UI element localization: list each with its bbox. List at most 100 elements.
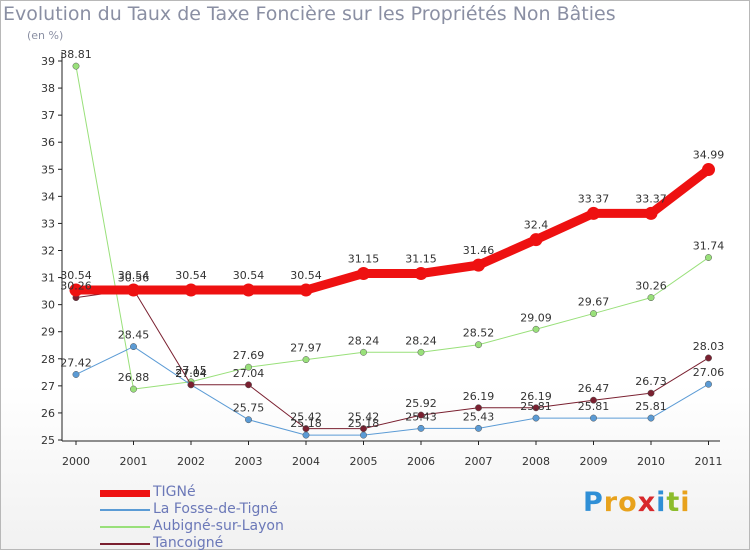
data-point-la-fosse-de-tigne (532, 414, 540, 422)
x-tick-label: 2011 (695, 455, 723, 468)
data-point-tigne (127, 283, 140, 297)
data-label-tancoigne: 26.47 (578, 382, 610, 395)
legend-label-tancoigne: Tancoigné (153, 535, 224, 551)
data-point-tancoigne (590, 396, 597, 404)
data-point-tigne (587, 206, 600, 220)
data-label-tigne: 30.54 (175, 269, 207, 282)
y-tick-label: 32 (41, 245, 55, 258)
data-point-tancoigne (187, 381, 195, 389)
data-point-tancoigne (705, 354, 712, 362)
data-label-tigne: 31.15 (348, 253, 380, 266)
data-label-tancoigne: 30.56 (118, 271, 150, 284)
legend-swatch-la-fosse-de-tigne (100, 509, 150, 511)
data-label-tigne: 30.54 (233, 269, 265, 282)
data-point-aubigne-sur-layon (647, 294, 655, 302)
series-line-tigne (71, 165, 713, 295)
data-label-la-fosse-de-tigne: 25.43 (405, 410, 437, 423)
data-point-aubigne-sur-layon (130, 385, 137, 393)
legend-label-aubigne-sur-layon: Aubigné-sur-Layon (153, 518, 284, 534)
data-label-tigne: 30.54 (290, 269, 322, 282)
x-tick-label: 2000 (62, 455, 90, 468)
logo-letter: x (637, 487, 657, 518)
x-tick-label: 2001 (120, 455, 148, 468)
y-tick-label: 38 (41, 82, 55, 95)
data-label-aubigne-sur-layon: 38.81 (60, 48, 92, 61)
x-tick-label: 2006 (407, 455, 435, 468)
data-label-tancoigne: 28.03 (693, 340, 725, 353)
data-point-la-fosse-de-tigne (417, 424, 425, 432)
data-label-tigne: 30.54 (118, 269, 150, 282)
data-point-la-fosse-de-tigne (72, 371, 80, 378)
data-label-la-fosse-de-tigne: 25.43 (463, 410, 495, 423)
y-tick-label: 27 (41, 380, 55, 393)
data-label-tigne: 34.99 (693, 149, 725, 162)
y-tick-label: 33 (41, 217, 55, 230)
data-point-tigne (242, 283, 255, 297)
x-tick-label: 2004 (292, 455, 320, 468)
data-label-tigne: 32.4 (524, 219, 549, 232)
data-label-aubigne-sur-layon: 28.24 (348, 334, 380, 347)
logo-letter: i (680, 487, 691, 518)
data-point-la-fosse-de-tigne (360, 431, 367, 439)
data-point-la-fosse-de-tigne (475, 424, 482, 432)
data-label-aubigne-sur-layon: 30.26 (635, 280, 667, 293)
data-label-tigne: 33.37 (578, 192, 610, 205)
data-label-tancoigne: 26.73 (635, 375, 667, 388)
data-label-aubigne-sur-layon: 26.88 (118, 371, 150, 384)
data-label-tancoigne: 25.92 (405, 397, 437, 410)
data-label-aubigne-sur-layon: 27.15 (175, 364, 207, 377)
data-label-tancoigne: 27.04 (175, 367, 207, 380)
chart-title: Evolution du Taux de Taxe Foncière sur l… (3, 3, 616, 25)
y-unit-label: (en %) (27, 29, 64, 42)
data-label-la-fosse-de-tigne: 28.45 (118, 329, 150, 342)
data-point-aubigne-sur-layon (302, 356, 310, 364)
data-label-aubigne-sur-layon: 28.24 (405, 334, 437, 347)
y-tick-label: 37 (41, 109, 55, 122)
legend-swatch-tancoigne (100, 543, 150, 545)
proxiti-logo: Proxiti (583, 487, 691, 518)
data-point-la-fosse-de-tigne (130, 343, 137, 351)
data-point-tigne (472, 258, 485, 272)
data-label-aubigne-sur-layon: 29.09 (520, 311, 552, 324)
data-point-aubigne-sur-layon (532, 325, 540, 333)
data-label-aubigne-sur-layon: 29.67 (578, 296, 610, 309)
line-chart: 25 26 27 28 29 30 31 32 33 34 35 36 37 38 39 2000 2001 20… (41, 48, 725, 468)
data-label-la-fosse-de-tigne: 25.75 (233, 402, 265, 415)
data-point-tigne (702, 163, 715, 177)
y-tick-label: 36 (41, 136, 55, 149)
legend-swatch-aubigne-sur-layon (100, 526, 150, 528)
data-point-aubigne-sur-layon (417, 348, 425, 356)
logo-letter: o (618, 487, 638, 518)
data-point-aubigne-sur-layon (245, 363, 252, 371)
data-point-tigne (644, 206, 658, 220)
data-point-aubigne-sur-layon (475, 341, 482, 349)
y-tick-label: 31 (41, 272, 55, 285)
data-label-tancoigne: 25.42 (348, 411, 380, 424)
data-point-la-fosse-de-tigne (302, 431, 310, 439)
y-tick-label: 39 (41, 55, 55, 68)
y-tick-label: 29 (41, 326, 55, 339)
series-line-tancoigne (75, 288, 709, 430)
data-point-aubigne-sur-layon (590, 310, 597, 318)
data-label-la-fosse-de-tigne: 27.04 (175, 367, 207, 380)
data-point-la-fosse-de-tigne (245, 416, 252, 424)
x-tick-label: 2009 (580, 455, 608, 468)
data-label-aubigne-sur-layon: 27.69 (233, 349, 265, 362)
data-point-tigne (357, 267, 370, 281)
data-point-tancoigne (245, 381, 252, 389)
data-point-aubigne-sur-layon (72, 62, 80, 70)
data-label-aubigne-sur-layon: 31.74 (693, 240, 725, 253)
logo-letter: i (656, 487, 667, 518)
data-label-aubigne-sur-layon: 28.52 (463, 327, 495, 340)
data-point-tigne (69, 283, 83, 297)
series-line-aubigne-sur-layon (75, 65, 709, 390)
data-label-la-fosse-de-tigne: 27.42 (60, 356, 92, 369)
y-tick-label: 25 (41, 434, 55, 447)
data-label-tigne: 30.54 (60, 269, 92, 282)
legend-label-la-fosse-de-tigne: La Fosse-de-Tigné (153, 501, 278, 517)
legend-swatch-tigne (100, 489, 150, 497)
data-label-la-fosse-de-tigne: 25.18 (348, 417, 380, 430)
y-tick-label: 26 (41, 407, 55, 420)
x-tick-label: 2008 (522, 455, 550, 468)
y-tick-label: 28 (41, 353, 55, 366)
